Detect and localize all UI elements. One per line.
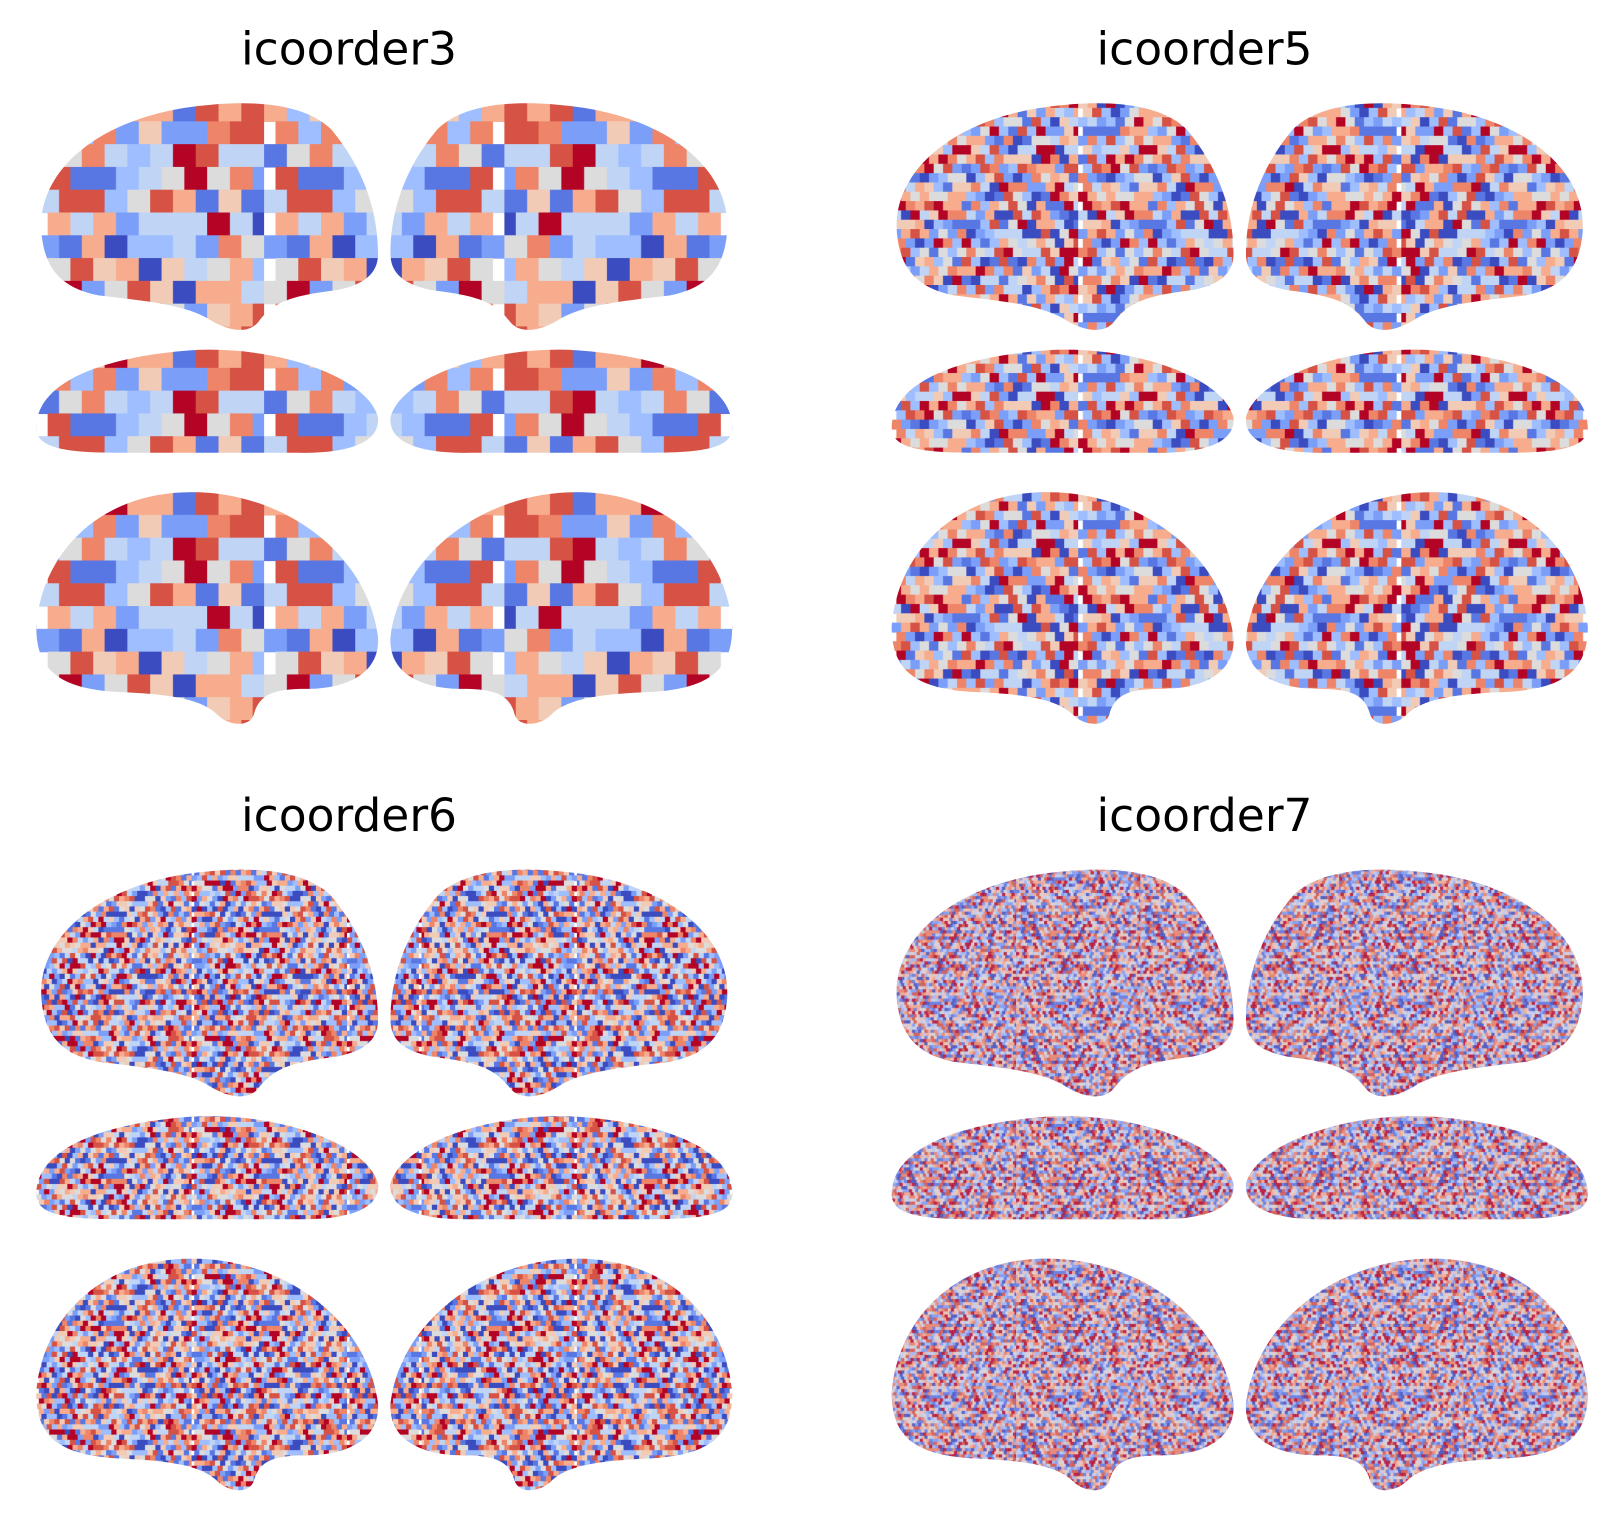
- brain-view: [891, 1258, 1234, 1491]
- brain-view: [390, 349, 733, 453]
- brain-view: [36, 349, 379, 453]
- brain-view: [41, 103, 379, 330]
- brain-surface: [1245, 103, 1583, 330]
- panel: icoorder5: [891, 22, 1588, 724]
- panel-title: icoorder6: [241, 789, 457, 842]
- brain-view: [36, 492, 379, 724]
- panel: icoorder3: [36, 22, 733, 724]
- brain-surface: [896, 869, 1234, 1097]
- brain-view: [1245, 492, 1588, 724]
- brain-view: [1245, 869, 1583, 1097]
- brain-view: [896, 103, 1234, 330]
- brain-surface: [36, 1116, 379, 1220]
- brain-view: [36, 1258, 379, 1491]
- brain-view: [891, 1116, 1234, 1220]
- brain-surface: [1245, 492, 1588, 724]
- brain-surface: [36, 492, 379, 724]
- brain-view: [1245, 349, 1588, 453]
- brain-surface: [390, 1258, 733, 1491]
- brain-view: [891, 492, 1234, 724]
- brain-view: [41, 869, 379, 1097]
- brain-surface: [36, 349, 379, 453]
- brain-surface: [1245, 349, 1588, 453]
- brain-surface: [390, 492, 733, 724]
- brain-surface: [390, 103, 728, 330]
- brain-surface: [390, 1116, 733, 1220]
- brain-surface: [390, 869, 728, 1097]
- brain-surface: [891, 1116, 1234, 1220]
- brain-surface: [891, 492, 1234, 724]
- brain-surface: [891, 349, 1234, 453]
- brain-surface: [1245, 1258, 1588, 1491]
- brain-surface: [41, 103, 379, 330]
- brain-view: [390, 1116, 733, 1220]
- panel: icoorder6: [36, 789, 733, 1491]
- panel: icoorder7: [891, 789, 1588, 1491]
- brain-view: [891, 349, 1234, 453]
- brain-view: [1245, 1258, 1588, 1491]
- brain-surface: [390, 349, 733, 453]
- brain-view: [36, 1116, 379, 1220]
- brain-surface: [36, 1258, 379, 1491]
- brain-view: [390, 869, 728, 1097]
- panel-title: icoorder3: [241, 22, 457, 75]
- brain-view: [390, 492, 733, 724]
- brain-surface: [1245, 869, 1583, 1097]
- brain-surface: [896, 103, 1234, 330]
- panel-title: icoorder7: [1096, 789, 1312, 842]
- brain-view: [1245, 103, 1583, 330]
- brain-view: [1245, 1116, 1588, 1220]
- brain-view: [896, 869, 1234, 1097]
- brain-view: [390, 103, 728, 330]
- panel-title: icoorder5: [1096, 22, 1312, 75]
- brain-view: [390, 1258, 733, 1491]
- brain-surface: [41, 869, 379, 1097]
- brain-surface: [1245, 1116, 1588, 1220]
- brain-surface: [891, 1258, 1234, 1491]
